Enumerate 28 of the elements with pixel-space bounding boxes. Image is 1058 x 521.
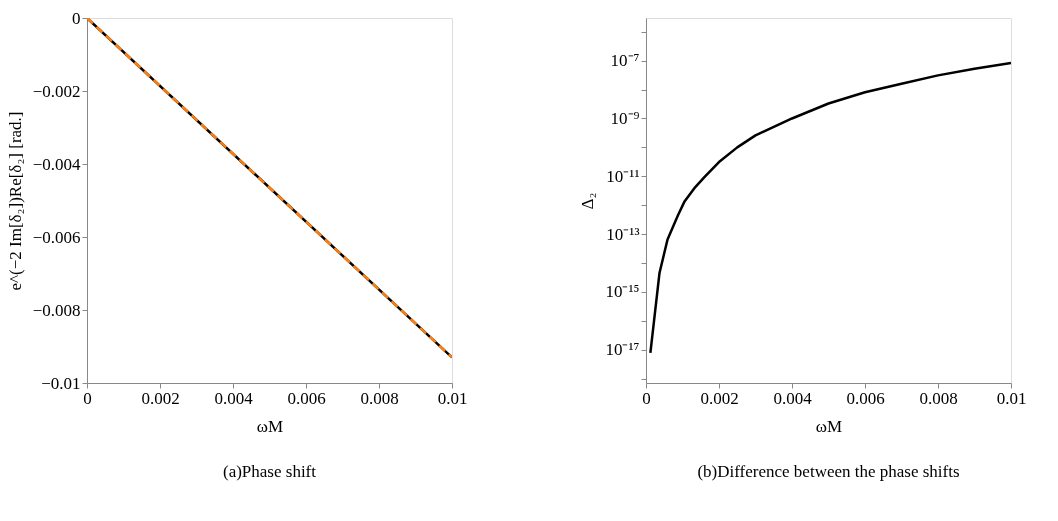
x-tick-label: 0.006 [287,388,326,408]
x-axis-title: ωM [256,416,284,436]
y-tick-label: 0 [72,8,81,28]
x-tick-label: 0.004 [214,388,254,408]
x-tick-label: 0.01 [996,388,1027,408]
y-tick-label: −0.002 [32,81,81,101]
y-tick-label: 10⁻¹¹ [606,166,640,186]
x-tick-label: 0.002 [141,388,180,408]
x-tick-label: 0.01 [437,388,468,408]
y-tick-label: −0.006 [32,227,81,247]
y-axis-title: e^(−2 Im[δ₂])Re[δ₂] [rad.] [5,111,25,291]
y-tick-label: 10⁻⁷ [610,51,640,71]
x-axis-title: ωM [815,416,843,436]
x-tick-label: 0.004 [773,388,813,408]
y-tick-label: 10⁻¹⁵ [605,282,640,302]
y-tick-label: 10⁻¹⁷ [605,340,640,360]
x-tick-label: 0.008 [919,388,958,408]
text: (a)Phase shift [222,462,317,481]
y-tick-label: 10⁻¹³ [606,224,640,244]
x-tick-label: 0.008 [360,388,399,408]
text: (b)Difference between the phase shifts [697,462,960,481]
y-axis-title: Δ₂ [578,192,598,210]
x-tick-label: 0.006 [846,388,885,408]
y-tick-label: 10⁻⁹ [610,108,640,128]
y-tick-label: −0.01 [41,373,81,393]
y-tick-label: −0.008 [32,300,81,320]
x-tick-label: 0.002 [700,388,739,408]
y-tick-label: −0.004 [32,154,81,174]
